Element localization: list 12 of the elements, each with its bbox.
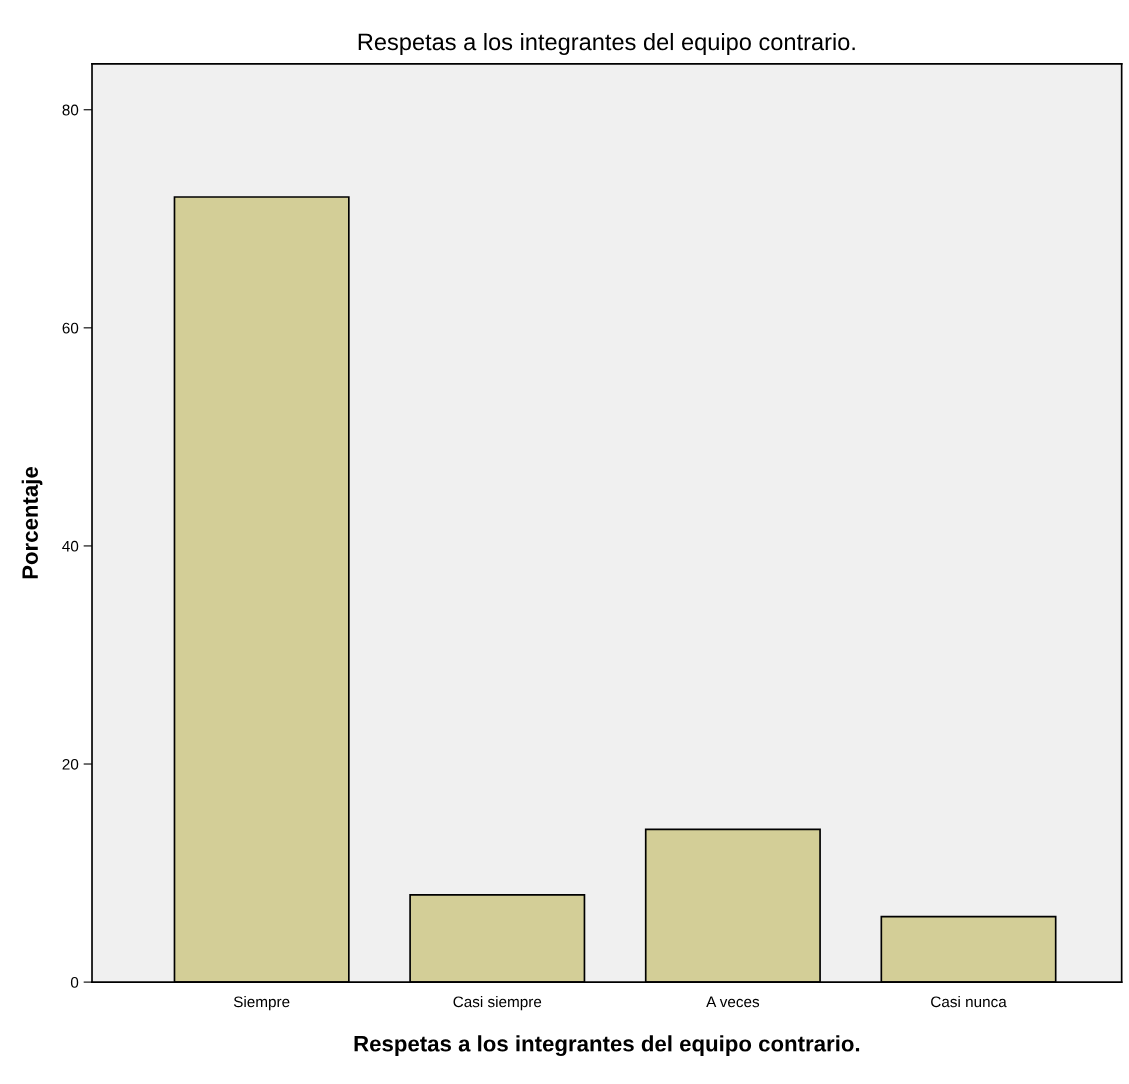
y-tick-label: 40: [62, 540, 79, 552]
x-tick-label: Casi siempre: [453, 995, 542, 1011]
y-tick-label: 0: [70, 976, 79, 988]
y-tick-label: 60: [62, 322, 79, 334]
x-tick-label: Casi nunca: [931, 995, 1007, 1008]
x-axis-title: Respetas a los integrantes del equipo contrario.: [354, 1035, 860, 1057]
y-tick-label: 20: [62, 758, 79, 770]
x-tick-label: Siempre: [233, 995, 290, 1011]
chart-title: Respetas a los integrantes del equipo contrario.: [358, 32, 855, 55]
y-axis-title: Porcentaje: [21, 466, 43, 579]
y-tick-label: 80: [62, 104, 79, 116]
x-tick-label: A veces: [706, 996, 760, 1008]
